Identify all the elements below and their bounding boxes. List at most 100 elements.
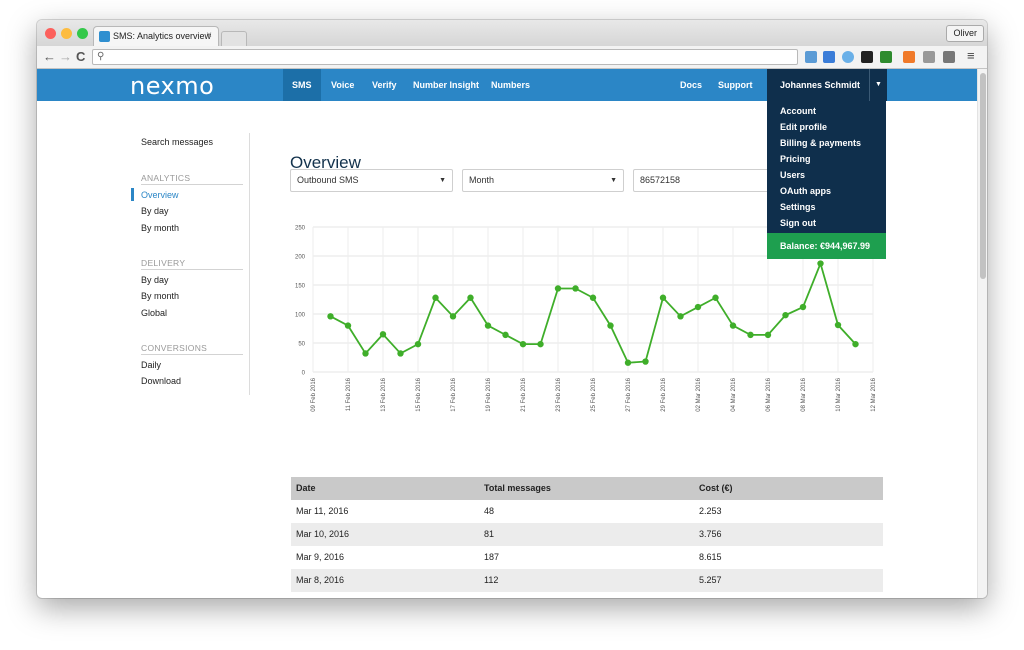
sidebar-item-overview[interactable]: Overview — [141, 190, 179, 200]
delivery-heading: DELIVERY — [141, 258, 186, 268]
y-tick-label: 50 — [298, 342, 305, 348]
bw-extension-icon[interactable] — [880, 51, 892, 63]
cell-total: 112 — [484, 575, 499, 585]
period-value: Month — [469, 175, 495, 185]
forward-arrow-icon[interactable]: → — [59, 49, 72, 64]
nav-number-insight[interactable]: Number Insight — [413, 80, 480, 90]
cell-date: Mar 8, 2016 — [296, 575, 345, 585]
nav-docs[interactable]: Docs — [680, 80, 703, 90]
data-point — [327, 313, 334, 320]
data-point — [747, 331, 754, 339]
browser-tab[interactable]: SMS: Analytics overview × — [93, 26, 219, 46]
nav-numbers[interactable]: Numbers — [491, 80, 531, 90]
table-row: Mar 11, 2016 48 2.253 — [291, 500, 883, 523]
sidebar-item-download[interactable]: Download — [141, 376, 182, 386]
user-menu-button[interactable]: Johannes Schmidt — [767, 69, 887, 101]
search-messages-link[interactable]: Search messages — [141, 137, 214, 147]
menu-item-users[interactable]: Users — [780, 170, 806, 180]
top-nav: nexmo SMS Voice Verify Number Insight Nu… — [37, 69, 977, 101]
menu-item-account[interactable]: Account — [780, 106, 816, 116]
data-point — [414, 340, 422, 348]
x-tick-label: 21 Feb 2016 — [521, 377, 527, 411]
data-point — [589, 294, 597, 301]
chart-extension-icon[interactable] — [903, 51, 915, 63]
reload-icon[interactable]: C — [76, 49, 86, 64]
nav-verify[interactable]: Verify — [372, 80, 397, 90]
back-arrow-icon[interactable]: ← — [43, 49, 56, 64]
x-tick-label: 02 Mar 2016 — [696, 377, 702, 411]
data-point — [344, 322, 352, 329]
browser-window: SMS: Analytics overview × Oliver ← → C ⚲… — [37, 20, 987, 598]
nexmo-logo[interactable]: nexmo — [130, 72, 215, 100]
column-header-date[interactable]: Date — [296, 483, 316, 493]
sidebar-item-analytics-by-day[interactable]: By day — [141, 206, 169, 216]
zoom-window-button[interactable] — [77, 28, 88, 39]
chevron-down-icon: ▼ — [610, 177, 617, 184]
active-indicator — [131, 188, 134, 201]
message-type-select[interactable]: Outbound SMS ▼ — [290, 169, 453, 192]
menu-item-billing[interactable]: Billing & payments — [780, 138, 862, 148]
conversions-heading: CONVERSIONS — [141, 343, 208, 353]
menu-item-settings[interactable]: Settings — [780, 202, 816, 212]
globe-extension-icon[interactable] — [842, 51, 854, 63]
new-tab-button[interactable] — [221, 31, 247, 46]
nav-support[interactable]: Support — [718, 80, 753, 90]
x-tick-label: 11 Feb 2016 — [346, 377, 352, 411]
cell-date: Mar 10, 2016 — [296, 529, 350, 539]
menu-item-oauth-apps[interactable]: OAuth apps — [780, 186, 831, 196]
period-select[interactable]: Month ▼ — [462, 169, 624, 192]
sidebar-item-global[interactable]: Global — [141, 308, 168, 318]
data-point — [607, 322, 614, 329]
profile-button[interactable]: Oliver — [946, 25, 984, 42]
data-point — [834, 321, 842, 329]
close-window-button[interactable] — [45, 28, 56, 39]
puzzle-extension-icon[interactable] — [923, 51, 935, 63]
sidebar-item-analytics-by-month[interactable]: By month — [141, 223, 180, 233]
favicon-icon — [99, 31, 110, 42]
balance-badge: Balance: €944,967.99 — [767, 233, 886, 259]
scrollbar-thumb[interactable] — [980, 73, 986, 279]
sidebar-item-daily[interactable]: Daily — [141, 360, 162, 370]
sidebar-item-delivery-by-month[interactable]: By month — [141, 291, 180, 301]
x-tick-label: 10 Mar 2016 — [836, 377, 842, 411]
column-header-total[interactable]: Total messages — [484, 483, 551, 493]
minimize-window-button[interactable] — [61, 28, 72, 39]
analytics-heading: ANALYTICS — [141, 173, 191, 183]
menu-item-sign-out[interactable]: Sign out — [780, 218, 816, 228]
table-row: Mar 8, 2016 112 5.257 — [291, 569, 883, 592]
page-title: Overview — [290, 153, 361, 172]
y-tick-label: 250 — [295, 226, 306, 232]
x-tick-label: 19 Feb 2016 — [486, 377, 492, 411]
cloud-extension-icon[interactable] — [943, 51, 955, 63]
message-type-value: Outbound SMS — [297, 175, 359, 185]
cell-total: 187 — [484, 552, 500, 562]
address-bar[interactable]: ⚲ — [92, 49, 798, 65]
data-point — [817, 260, 824, 267]
nav-voice[interactable]: Voice — [331, 80, 355, 90]
camera-extension-icon[interactable] — [805, 51, 817, 63]
x-tick-label: 04 Mar 2016 — [731, 377, 737, 411]
x-tick-label: 08 Mar 2016 — [801, 377, 807, 411]
cell-cost: 8.615 — [699, 552, 722, 562]
page-scrollbar[interactable] — [977, 69, 987, 598]
column-header-cost[interactable]: Cost (€) — [699, 483, 733, 493]
x-tick-label: 27 Feb 2016 — [626, 377, 632, 411]
sidebar-item-delivery-by-day[interactable]: By day — [141, 275, 169, 285]
menu-item-edit-profile[interactable]: Edit profile — [780, 122, 827, 132]
search-icon: ⚲ — [97, 51, 105, 62]
chevron-down-icon[interactable]: ▼ — [869, 69, 887, 101]
tab-close-icon[interactable]: × — [206, 30, 212, 41]
y-tick-label: 0 — [302, 371, 306, 377]
menu-item-pricing[interactable]: Pricing — [780, 154, 811, 164]
data-point — [729, 322, 737, 329]
table-row: Mar 10, 2016 81 3.756 — [291, 523, 883, 546]
data-point — [852, 340, 859, 348]
number-input[interactable]: 86572158 — [633, 169, 773, 192]
layers-extension-icon[interactable] — [861, 51, 873, 63]
y-tick-label: 150 — [295, 284, 306, 290]
menu-icon[interactable]: ≡ — [967, 48, 975, 63]
x-tick-label: 17 Feb 2016 — [451, 377, 457, 411]
divider — [141, 184, 243, 185]
nav-sms[interactable]: SMS — [283, 69, 321, 101]
window-extension-icon[interactable] — [823, 51, 835, 63]
